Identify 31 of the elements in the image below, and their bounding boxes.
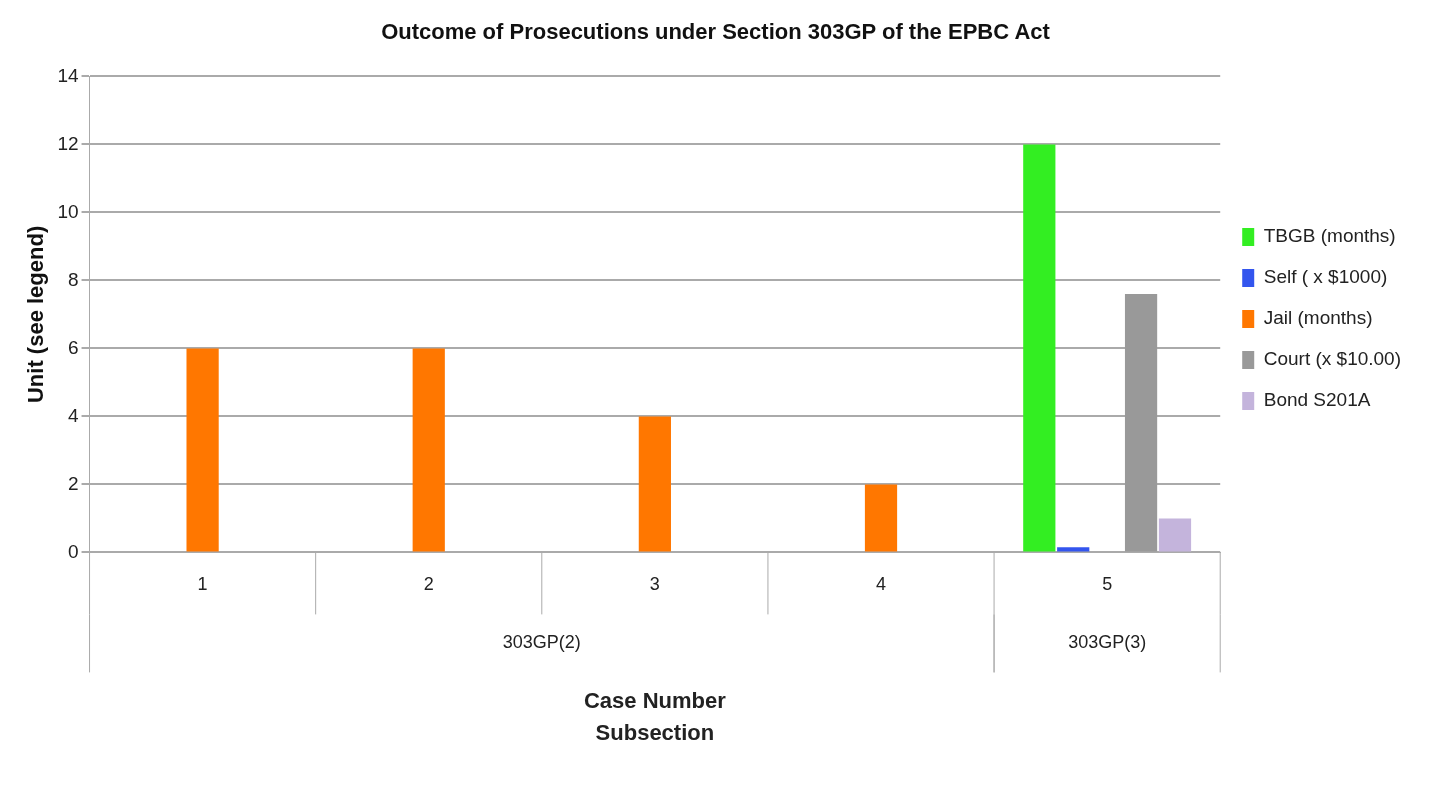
legend-label: Jail (months) xyxy=(1263,307,1373,329)
bar xyxy=(412,348,445,552)
bar xyxy=(864,484,898,552)
x-tick-label: 1 xyxy=(197,574,208,595)
x-tick-label: 5 xyxy=(1102,574,1113,595)
y-tick-label: 12 xyxy=(57,132,79,154)
x-tick-label: 3 xyxy=(649,574,660,595)
y-tick-label: 8 xyxy=(67,268,79,290)
bar xyxy=(1023,144,1056,552)
x-axis-title: Case Number Subsection xyxy=(583,688,727,746)
x-tick-label: 4 xyxy=(876,574,887,595)
legend-label: TBGB (months) xyxy=(1263,225,1396,247)
legend-label: Self ( x $1000) xyxy=(1263,266,1388,288)
legend-label: Court (x $10.00) xyxy=(1263,348,1402,370)
text: 303GP(2) xyxy=(502,632,581,653)
x-tick-label: 2 xyxy=(423,574,434,595)
bar xyxy=(638,416,671,552)
y-tick-label: 10 xyxy=(57,200,79,222)
bar xyxy=(186,348,219,552)
y-tick-label: 0 xyxy=(67,540,79,562)
legend-label: Bond S201A xyxy=(1263,389,1371,411)
y-tick-label: 4 xyxy=(67,404,79,426)
bar xyxy=(1158,518,1192,552)
bar xyxy=(1057,547,1090,552)
chart-title: Outcome of Prosecutions under Section 303GP of the EPBC Act xyxy=(381,19,1051,45)
y-axis-title: Unit (see legend) xyxy=(23,225,49,404)
bar xyxy=(1124,294,1158,552)
y-tick-label: 2 xyxy=(67,472,79,494)
y-tick-label: 14 xyxy=(57,64,79,86)
y-tick-label: 6 xyxy=(67,336,79,358)
text: 303GP(3) xyxy=(1068,632,1147,653)
